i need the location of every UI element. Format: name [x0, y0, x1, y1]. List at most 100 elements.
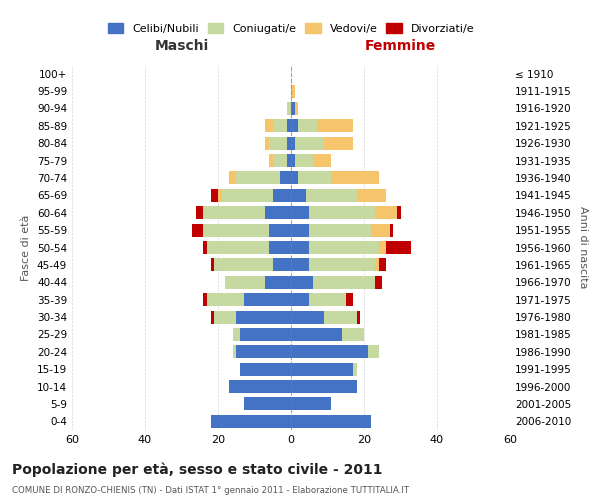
Bar [291, 172, 298, 184]
Bar [305, 189, 357, 202]
Bar [203, 241, 207, 254]
Bar [269, 154, 273, 167]
Bar [196, 206, 203, 220]
Bar [291, 102, 295, 115]
Bar [317, 120, 353, 132]
Bar [233, 328, 240, 341]
Bar [368, 346, 379, 358]
Bar [244, 293, 291, 306]
Bar [240, 328, 291, 341]
Bar [291, 136, 295, 149]
Bar [356, 189, 386, 202]
Bar [291, 346, 368, 358]
Bar [291, 154, 295, 167]
Bar [298, 120, 317, 132]
Text: COMUNE DI RONZO-CHIENIS (TN) - Dati ISTAT 1° gennaio 2011 - Elaborazione TUTTITA: COMUNE DI RONZO-CHIENIS (TN) - Dati ISTA… [12, 486, 409, 495]
Bar [324, 136, 353, 149]
Bar [218, 189, 221, 202]
Bar [295, 136, 324, 149]
Bar [265, 276, 291, 289]
Bar [236, 310, 291, 324]
Bar [379, 241, 386, 254]
Bar [203, 206, 265, 220]
Bar [269, 241, 291, 254]
Bar [203, 224, 269, 236]
Bar [291, 241, 309, 254]
Bar [265, 206, 291, 220]
Bar [309, 224, 371, 236]
Bar [287, 102, 291, 115]
Bar [291, 310, 324, 324]
Bar [211, 310, 214, 324]
Bar [280, 172, 291, 184]
Bar [309, 206, 375, 220]
Bar [386, 241, 412, 254]
Bar [214, 258, 273, 272]
Y-axis label: Anni di nascita: Anni di nascita [578, 206, 588, 289]
Bar [375, 206, 397, 220]
Bar [211, 189, 218, 202]
Bar [375, 258, 379, 272]
Bar [265, 136, 269, 149]
Bar [291, 398, 331, 410]
Bar [291, 206, 309, 220]
Bar [295, 154, 313, 167]
Bar [193, 224, 203, 236]
Bar [221, 189, 273, 202]
Bar [324, 310, 357, 324]
Bar [309, 241, 379, 254]
Bar [269, 136, 287, 149]
Bar [291, 120, 298, 132]
Bar [273, 154, 287, 167]
Bar [203, 293, 207, 306]
Bar [342, 328, 364, 341]
Bar [291, 189, 305, 202]
Bar [236, 346, 291, 358]
Bar [287, 136, 291, 149]
Bar [291, 293, 309, 306]
Bar [269, 224, 291, 236]
Bar [291, 224, 309, 236]
Bar [287, 120, 291, 132]
Bar [379, 258, 386, 272]
Bar [291, 380, 356, 393]
Bar [214, 310, 236, 324]
Bar [298, 172, 331, 184]
Bar [291, 415, 371, 428]
Bar [229, 172, 236, 184]
Bar [211, 258, 214, 272]
Bar [356, 310, 361, 324]
Bar [240, 362, 291, 376]
Bar [291, 276, 313, 289]
Y-axis label: Fasce di età: Fasce di età [22, 214, 31, 280]
Bar [211, 415, 291, 428]
Bar [346, 293, 353, 306]
Bar [207, 293, 244, 306]
Legend: Celibi/Nubili, Coniugati/e, Vedovi/e, Divorziati/e: Celibi/Nubili, Coniugati/e, Vedovi/e, Di… [104, 20, 478, 37]
Bar [291, 362, 353, 376]
Bar [287, 154, 291, 167]
Bar [265, 120, 273, 132]
Bar [291, 258, 309, 272]
Text: Maschi: Maschi [154, 39, 209, 53]
Bar [331, 172, 379, 184]
Bar [273, 189, 291, 202]
Bar [371, 224, 389, 236]
Bar [233, 346, 236, 358]
Bar [207, 241, 269, 254]
Bar [244, 398, 291, 410]
Bar [313, 276, 375, 289]
Bar [295, 102, 298, 115]
Bar [309, 293, 346, 306]
Text: Popolazione per età, sesso e stato civile - 2011: Popolazione per età, sesso e stato civil… [12, 462, 383, 477]
Bar [291, 328, 342, 341]
Bar [397, 206, 401, 220]
Bar [273, 120, 287, 132]
Bar [229, 380, 291, 393]
Bar [236, 172, 280, 184]
Text: Femmine: Femmine [365, 39, 436, 53]
Bar [291, 84, 295, 98]
Bar [273, 258, 291, 272]
Bar [226, 276, 265, 289]
Bar [309, 258, 375, 272]
